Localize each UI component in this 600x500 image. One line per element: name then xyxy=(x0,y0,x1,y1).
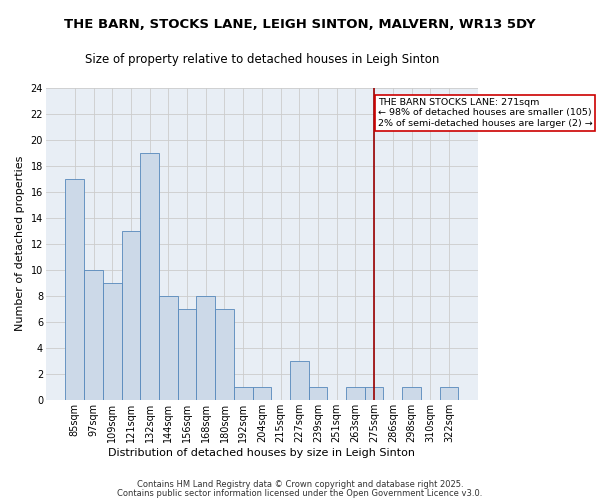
Bar xyxy=(346,386,365,400)
Bar xyxy=(234,386,253,400)
Bar xyxy=(140,152,159,400)
Text: Contains HM Land Registry data © Crown copyright and database right 2025.: Contains HM Land Registry data © Crown c… xyxy=(137,480,463,489)
Bar xyxy=(159,296,178,400)
Y-axis label: Number of detached properties: Number of detached properties xyxy=(15,156,25,332)
Bar xyxy=(103,282,122,400)
Bar xyxy=(290,360,308,400)
Bar xyxy=(196,296,215,400)
Bar xyxy=(402,386,421,400)
Text: THE BARN, STOCKS LANE, LEIGH SINTON, MALVERN, WR13 5DY: THE BARN, STOCKS LANE, LEIGH SINTON, MAL… xyxy=(64,18,536,30)
Bar xyxy=(440,386,458,400)
Bar xyxy=(65,178,84,400)
Text: THE BARN STOCKS LANE: 271sqm
← 98% of detached houses are smaller (105)
2% of se: THE BARN STOCKS LANE: 271sqm ← 98% of de… xyxy=(378,98,593,128)
Title: Size of property relative to detached houses in Leigh Sinton: Size of property relative to detached ho… xyxy=(85,52,439,66)
X-axis label: Distribution of detached houses by size in Leigh Sinton: Distribution of detached houses by size … xyxy=(109,448,415,458)
Bar xyxy=(122,230,140,400)
Text: Contains public sector information licensed under the Open Government Licence v3: Contains public sector information licen… xyxy=(118,488,482,498)
Bar xyxy=(178,308,196,400)
Bar xyxy=(253,386,271,400)
Bar xyxy=(308,386,328,400)
Bar xyxy=(365,386,383,400)
Bar xyxy=(215,308,234,400)
Bar xyxy=(84,270,103,400)
